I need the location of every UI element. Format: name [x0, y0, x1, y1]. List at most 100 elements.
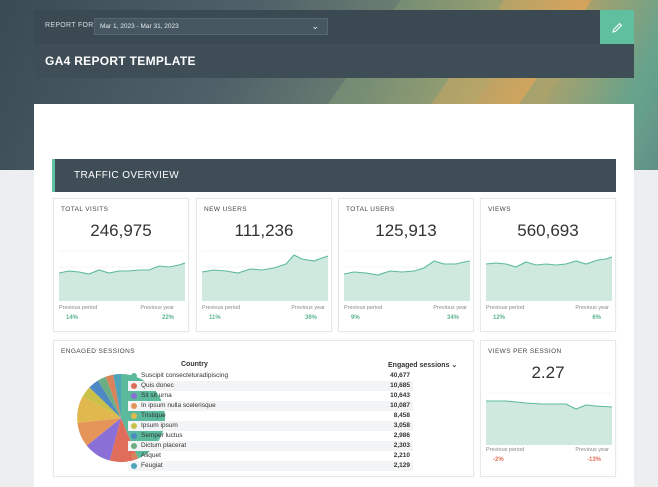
legend-dot: [131, 373, 137, 379]
pie-slice: [113, 374, 121, 418]
previous-period-label: Previous period: [59, 305, 98, 311]
pie-slice: [77, 396, 121, 423]
pie-slice: [98, 376, 121, 418]
sessions-value: 2,986: [393, 432, 410, 439]
report-for-label: REPORT FOR: [45, 22, 94, 29]
sessions-column-header[interactable]: Engaged sessions ⌄: [388, 361, 457, 369]
kpi-value: 560,693: [517, 221, 579, 240]
legend-dot: [131, 453, 137, 459]
previous-period-value: 9%: [351, 315, 360, 321]
sessions-value: 10,643: [390, 392, 410, 399]
kpi-value: 2.27: [531, 363, 565, 382]
previous-year-value: -13%: [586, 457, 601, 463]
previous-year-label: Previous year: [140, 305, 174, 311]
sparkline-chart: [486, 392, 612, 445]
previous-year-value: 36%: [304, 315, 317, 321]
previous-period-value: -2%: [493, 457, 504, 463]
pie-slice: [89, 380, 121, 418]
table-row: Suscipit consecteturadipiscing 40,677: [128, 371, 413, 381]
sparkline-chart: [344, 250, 470, 301]
report-title: GA4 REPORT TEMPLATE: [45, 54, 196, 68]
sparkline-chart: [486, 250, 612, 301]
previous-period-value: 14%: [66, 315, 79, 321]
country-name: Aliquet: [141, 452, 161, 459]
previous-period-label: Previous period: [486, 447, 525, 453]
panel-title: VIEWS PER SESSION: [488, 348, 562, 355]
kpi-label: VIEWS: [488, 206, 511, 213]
sessions-value: 2,129: [393, 462, 410, 469]
chevron-down-icon: ⌄: [311, 21, 319, 31]
country-name: Tristique: [141, 412, 166, 419]
sessions-value: 2,303: [393, 442, 410, 449]
sessions-value: 40,677: [390, 372, 410, 379]
sessions-value: 8,458: [393, 412, 410, 419]
sessions-value: 3,058: [393, 422, 410, 429]
legend-dot: [131, 393, 137, 399]
sort-chevron-icon: ⌄: [451, 362, 458, 369]
legend-dot: [131, 443, 137, 449]
previous-period-label: Previous period: [344, 305, 383, 311]
pie-slice: [77, 418, 121, 446]
country-name: Quis donec: [141, 382, 174, 389]
report-title-bar: GA4 REPORT TEMPLATE: [34, 44, 634, 78]
table-row: In ipsum nulla scelerisque 10,087: [128, 401, 413, 411]
country-name: Ipsum ipsum: [141, 422, 178, 429]
previous-year-value: 22%: [161, 315, 174, 321]
country-name: Sit sit urna: [141, 392, 172, 399]
table-row: Ipsum ipsum 3,058: [128, 421, 413, 431]
previous-year-label: Previous year: [291, 305, 325, 311]
table-row: Quis donec 10,685: [128, 381, 413, 391]
sessions-value: 2,210: [393, 452, 410, 459]
kpi-value: 111,236: [234, 221, 294, 240]
date-range-value: Mar 1, 2023 - Mar 31, 2023: [100, 23, 179, 30]
pie-slice: [82, 387, 121, 418]
kpi-new-users: NEW USERS 111,236 Previous period 11% Pr…: [196, 198, 332, 332]
previous-year-value: 34%: [446, 315, 459, 321]
legend-dot: [131, 463, 137, 469]
country-name: Suscipit consecteturadipiscing: [141, 372, 229, 379]
sessions-column-label: Engaged sessions: [388, 362, 450, 369]
kpi-total-users: TOTAL USERS 125,913 Previous period 9% P…: [338, 198, 474, 332]
country-name: Semper luctus: [141, 432, 183, 439]
kpi-value: 246,975: [90, 221, 152, 240]
country-column-header[interactable]: Country: [181, 361, 208, 368]
legend-dot: [131, 403, 137, 409]
report-toolbar: REPORT FOR Mar 1, 2023 - Mar 31, 2023 ⌄: [34, 10, 634, 44]
sessions-value: 10,685: [390, 382, 410, 389]
previous-period-value: 11%: [209, 315, 221, 321]
previous-period-value: 12%: [493, 315, 506, 321]
previous-period-label: Previous period: [202, 305, 241, 311]
previous-year-label: Previous year: [433, 305, 467, 311]
kpi-value: 125,913: [375, 221, 437, 240]
kpi-label: TOTAL USERS: [346, 206, 395, 213]
kpi-views: VIEWS 560,693 Previous period 12% Previo…: [480, 198, 616, 332]
legend-dot: [131, 383, 137, 389]
country-name: In ipsum nulla scelerisque: [141, 402, 216, 409]
views-per-session-panel: VIEWS PER SESSION 2.27 Previous period -…: [480, 340, 616, 477]
table-row: Feugiat 2,129: [128, 461, 413, 471]
legend-dot: [131, 413, 137, 419]
pie-slice: [105, 374, 121, 418]
panel-title: ENGAGED SESSIONS: [61, 348, 135, 355]
table-row: Sit sit urna 10,643: [128, 391, 413, 401]
pie-chart: [77, 374, 165, 463]
pie-slice: [109, 418, 138, 463]
kpi-label: TOTAL VISITS: [61, 206, 109, 213]
date-range-select[interactable]: Mar 1, 2023 - Mar 31, 2023 ⌄: [94, 18, 328, 35]
sparkline-chart: [59, 250, 185, 301]
table-row: Dictum placerat 2,303: [128, 441, 413, 451]
sessions-value: 10,087: [390, 402, 410, 409]
legend-dot: [131, 423, 137, 429]
previous-period-label: Previous period: [486, 305, 525, 311]
table-row: Tristique 8,458: [128, 411, 413, 421]
country-name: Feugiat: [141, 462, 163, 469]
previous-year-label: Previous year: [575, 447, 609, 453]
pencil-icon: [612, 22, 623, 33]
pie-slice: [86, 418, 121, 461]
table-row: Semper luctus 2,986: [128, 431, 413, 441]
section-title: TRAFFIC OVERVIEW: [74, 170, 180, 181]
edit-button[interactable]: [600, 10, 634, 44]
table-row: Aliquet 2,210: [128, 451, 413, 461]
sparkline-chart: [202, 250, 328, 301]
kpi-label: NEW USERS: [204, 206, 247, 213]
